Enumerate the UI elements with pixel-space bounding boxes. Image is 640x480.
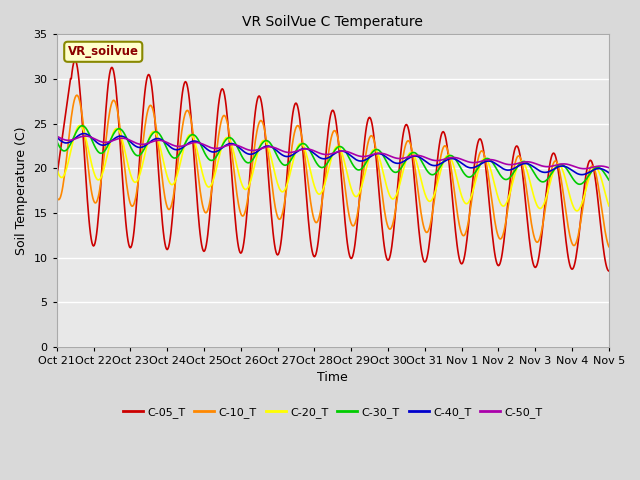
C-40_T	[80, 131, 88, 136]
C-05_T	[71, 57, 79, 63]
C-30_T	[53, 138, 61, 144]
C-30_T	[78, 123, 86, 129]
Title: VR SoilVue C Temperature: VR SoilVue C Temperature	[243, 15, 423, 29]
C-50_T	[605, 165, 612, 170]
Y-axis label: Soil Temperature (C): Soil Temperature (C)	[15, 126, 28, 255]
C-40_T	[198, 143, 206, 148]
C-10_T	[175, 153, 182, 159]
C-05_T	[605, 268, 612, 274]
C-05_T	[175, 130, 182, 136]
C-40_T	[325, 155, 333, 160]
C-10_T	[325, 147, 333, 153]
C-20_T	[53, 166, 61, 172]
C-40_T	[53, 134, 61, 140]
C-20_T	[605, 203, 612, 209]
C-20_T	[379, 168, 387, 173]
C-10_T	[433, 177, 441, 183]
C-30_T	[175, 153, 182, 158]
C-30_T	[325, 158, 333, 164]
Line: C-05_T: C-05_T	[57, 60, 609, 271]
C-20_T	[555, 161, 563, 167]
C-30_T	[433, 169, 441, 175]
C-10_T	[605, 244, 612, 250]
Legend: C-05_T, C-10_T, C-20_T, C-30_T, C-40_T, C-50_T: C-05_T, C-10_T, C-20_T, C-30_T, C-40_T, …	[118, 403, 547, 422]
Line: C-20_T: C-20_T	[57, 125, 609, 211]
C-40_T	[379, 152, 387, 157]
Line: C-30_T: C-30_T	[57, 126, 609, 184]
C-10_T	[73, 92, 81, 98]
C-40_T	[175, 146, 182, 152]
C-05_T	[53, 174, 61, 180]
C-50_T	[53, 133, 61, 139]
C-05_T	[379, 230, 387, 236]
Line: C-10_T: C-10_T	[57, 95, 609, 247]
C-40_T	[555, 164, 563, 169]
C-30_T	[379, 152, 387, 157]
C-20_T	[325, 165, 333, 171]
C-50_T	[198, 141, 206, 147]
C-50_T	[175, 144, 182, 149]
C-50_T	[81, 133, 89, 139]
Text: VR_soilvue: VR_soilvue	[68, 45, 139, 58]
Line: C-40_T: C-40_T	[57, 133, 609, 175]
C-40_T	[578, 172, 586, 178]
C-20_T	[175, 167, 182, 173]
Line: C-50_T: C-50_T	[57, 136, 609, 168]
C-30_T	[198, 145, 206, 151]
C-10_T	[53, 194, 61, 200]
C-30_T	[605, 177, 612, 183]
X-axis label: Time: Time	[317, 372, 348, 384]
C-20_T	[573, 208, 580, 214]
C-50_T	[433, 158, 441, 164]
C-50_T	[580, 166, 588, 171]
C-10_T	[379, 195, 387, 201]
C-50_T	[555, 162, 563, 168]
C-05_T	[555, 174, 563, 180]
C-10_T	[555, 166, 563, 172]
C-50_T	[379, 151, 387, 156]
C-40_T	[605, 170, 612, 176]
C-50_T	[325, 151, 333, 157]
C-30_T	[555, 162, 563, 168]
C-10_T	[198, 202, 206, 207]
C-20_T	[433, 182, 441, 188]
C-05_T	[198, 246, 206, 252]
C-20_T	[76, 122, 84, 128]
C-05_T	[325, 122, 333, 128]
C-40_T	[433, 162, 441, 168]
C-05_T	[433, 161, 441, 167]
C-20_T	[198, 170, 206, 176]
C-30_T	[576, 181, 584, 187]
